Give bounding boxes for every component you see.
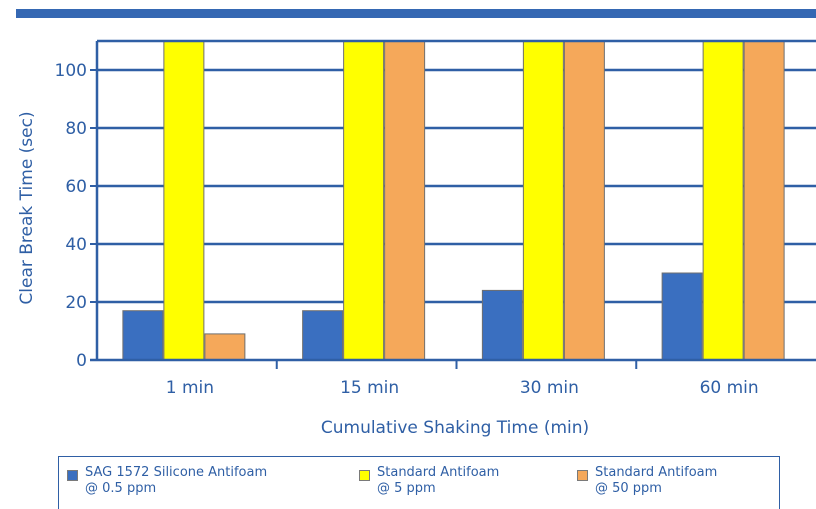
legend-label-standard-50ppm: Standard Antifoam (595, 465, 718, 480)
y-axis-title: Clear Break Time (sec) (17, 111, 37, 304)
bar-chart: 0 20 40 60 80 100 1 min 15 min 30 min 60 min Cle… (17, 39, 816, 438)
bar-30-min-series-3 (563, 40, 605, 361)
y-tick-label-80: 80 (65, 119, 87, 139)
legend: SAG 1572 Silicone Antifoam @ 0.5 ppm Sta… (58, 456, 780, 509)
bar-1-min-series-2 (163, 40, 205, 361)
bar-60-min-series-1 (661, 272, 703, 361)
legend-label-standard-5ppm: Standard Antifoam (377, 465, 500, 480)
x-tick-label-15-min: 15 min (340, 378, 399, 398)
legend-swatch-standard-5ppm (359, 470, 370, 481)
y-tick-label-60: 60 (65, 177, 87, 197)
legend-sublabel-standard-5ppm: @ 5 ppm (377, 481, 436, 496)
legend-sublabel-standard-50ppm: @ 50 ppm (595, 481, 662, 496)
legend-label-sag-1572: SAG 1572 Silicone Antifoam (85, 465, 268, 480)
y-tick-label-20: 20 (65, 293, 87, 313)
bars (122, 40, 785, 361)
bar-60-min-series-3 (743, 40, 785, 361)
bar-15-min-series-2 (343, 40, 385, 361)
x-tick-label-1-min: 1 min (166, 378, 214, 398)
y-tick-label-40: 40 (65, 235, 87, 255)
bar-60-min-series-2 (702, 40, 744, 361)
bar-1-min-series-3 (204, 333, 246, 361)
x-tick-label-30-min: 30 min (520, 378, 579, 398)
legend-sublabel-sag-1572: @ 0.5 ppm (85, 481, 157, 496)
x-tick-labels: 1 min 15 min 30 min 60 min (166, 378, 759, 398)
bar-15-min-series-1 (302, 310, 344, 361)
y-tick-label-0: 0 (76, 351, 87, 371)
bar-30-min-series-1 (481, 289, 523, 361)
legend-swatch-standard-50ppm (577, 470, 588, 481)
x-axis-title: Cumulative Shaking Time (min) (321, 418, 589, 438)
x-tick-label-60-min: 60 min (700, 378, 759, 398)
y-tick-labels: 0 20 40 60 80 100 (55, 61, 87, 371)
bar-15-min-series-3 (384, 40, 426, 361)
bar-1-min-series-1 (122, 310, 164, 361)
y-tick-label-100: 100 (55, 61, 87, 81)
axes (90, 39, 816, 369)
bar-30-min-series-2 (522, 40, 564, 361)
header-bar (16, 9, 816, 18)
legend-swatch-sag-1572 (67, 470, 78, 481)
